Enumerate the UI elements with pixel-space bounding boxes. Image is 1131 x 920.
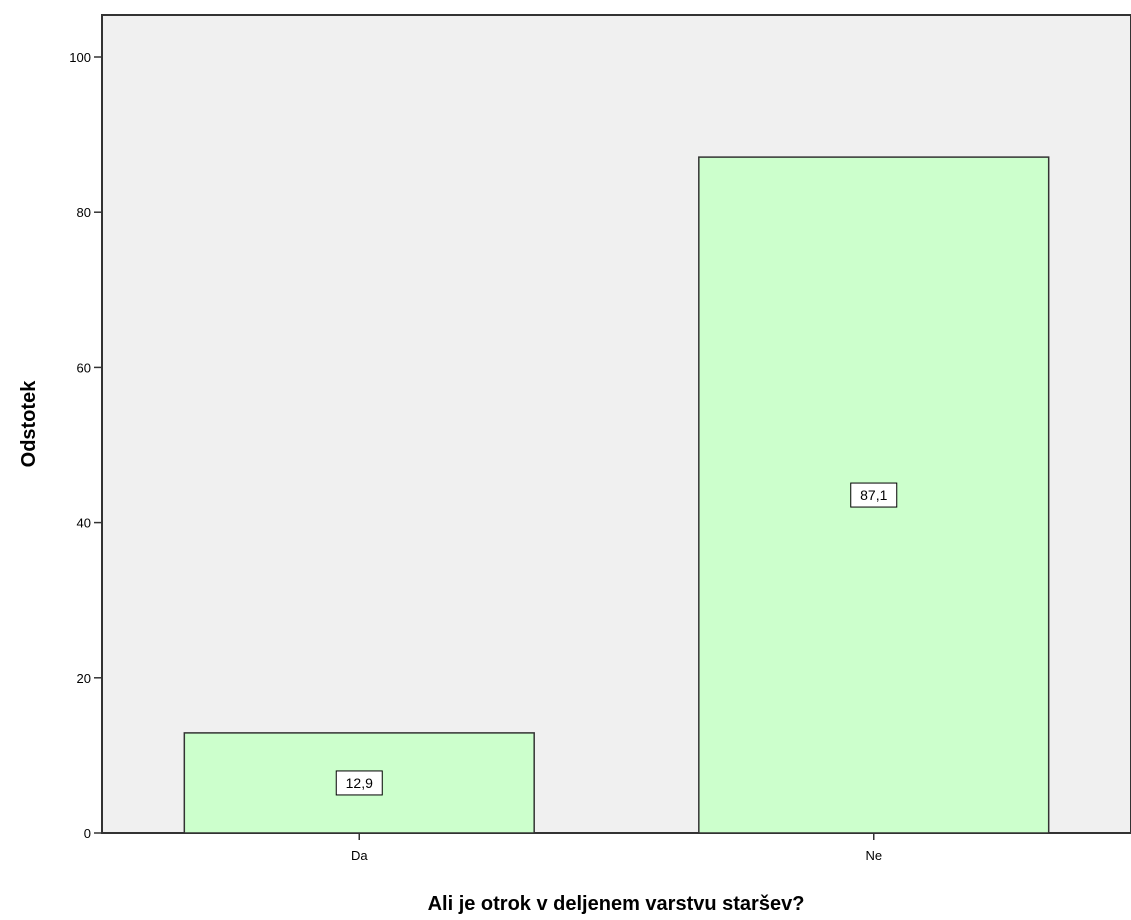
x-tick-label: Da xyxy=(351,848,368,863)
y-axis-title: Odstotek xyxy=(18,380,40,468)
y-tick-label: 40 xyxy=(77,516,91,531)
data-labels: 12,9 87,1 xyxy=(335,482,898,796)
y-tick-label: 100 xyxy=(69,50,91,65)
data-label: 87,1 xyxy=(860,487,887,503)
y-tick-label: 60 xyxy=(77,360,91,375)
x-axis: Da Ne xyxy=(102,832,1131,863)
y-tick-label: 0 xyxy=(84,826,91,841)
data-label-box xyxy=(335,770,383,796)
data-label: 12,9 xyxy=(346,775,373,791)
y-tick-label: 80 xyxy=(77,205,91,220)
x-tick-label: Ne xyxy=(865,848,882,863)
x-axis-title: Ali je otrok v deljenem varstvu staršev? xyxy=(428,893,805,915)
data-label-box xyxy=(850,482,898,508)
y-axis: 0 20 40 60 80 100 xyxy=(69,50,102,841)
y-tick-label: 20 xyxy=(77,671,91,686)
